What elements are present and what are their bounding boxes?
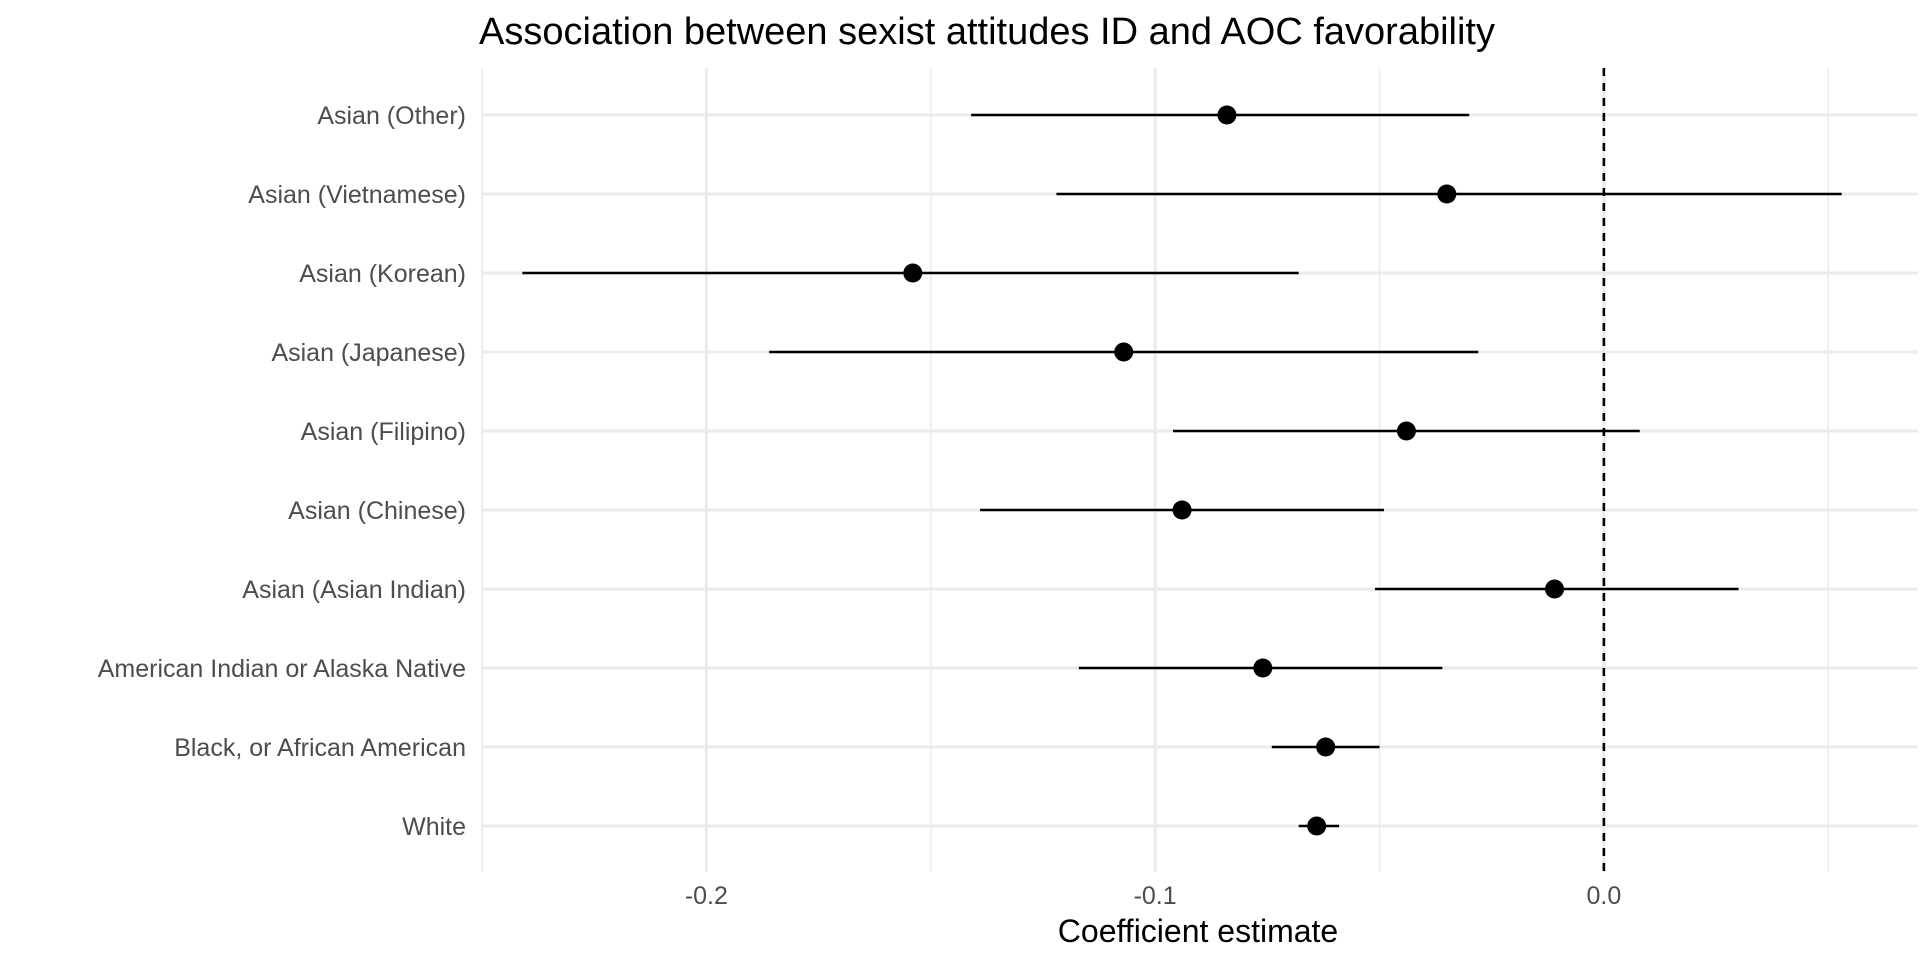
y-tick-label: Asian (Japanese) (271, 339, 466, 367)
x-axis-title: Coefficient estimate (1058, 913, 1338, 949)
y-tick-label: Asian (Asian Indian) (242, 576, 466, 604)
point-estimate (1545, 579, 1565, 599)
y-tick-label: American Indian or Alaska Native (98, 655, 466, 683)
data-layer (522, 105, 1842, 836)
y-tick-labels: Asian (Other) Asian (Vietnamese) Asian (Ko… (98, 102, 466, 841)
y-tick-label: Asian (Other) (317, 102, 466, 130)
grid-layer (481, 68, 1918, 872)
y-tick-label: Asian (Chinese) (288, 497, 466, 525)
point-estimate (1437, 184, 1457, 204)
point-estimate (1396, 421, 1416, 441)
point-estimate (1307, 816, 1327, 836)
point-estimate (1253, 658, 1273, 678)
x-tick-label: -0.1 (1134, 882, 1177, 910)
y-tick-label: White (402, 813, 466, 841)
x-tick-label: 0.0 (1586, 882, 1621, 910)
point-estimate (1172, 500, 1192, 520)
y-tick-label: Black, or African American (174, 734, 466, 762)
point-estimate (1217, 105, 1237, 125)
y-tick-label: Asian (Vietnamese) (248, 181, 466, 209)
x-tick-labels: -0.2 -0.1 0.0 (685, 882, 1621, 910)
chart-title: Association between sexist attitudes ID … (479, 11, 1495, 53)
x-tick-label: -0.2 (685, 882, 728, 910)
point-estimate (1316, 737, 1336, 757)
y-tick-label: Asian (Filipino) (301, 418, 466, 446)
point-estimate (1114, 342, 1134, 362)
point-estimate (903, 263, 923, 283)
y-tick-label: Asian (Korean) (299, 260, 466, 288)
